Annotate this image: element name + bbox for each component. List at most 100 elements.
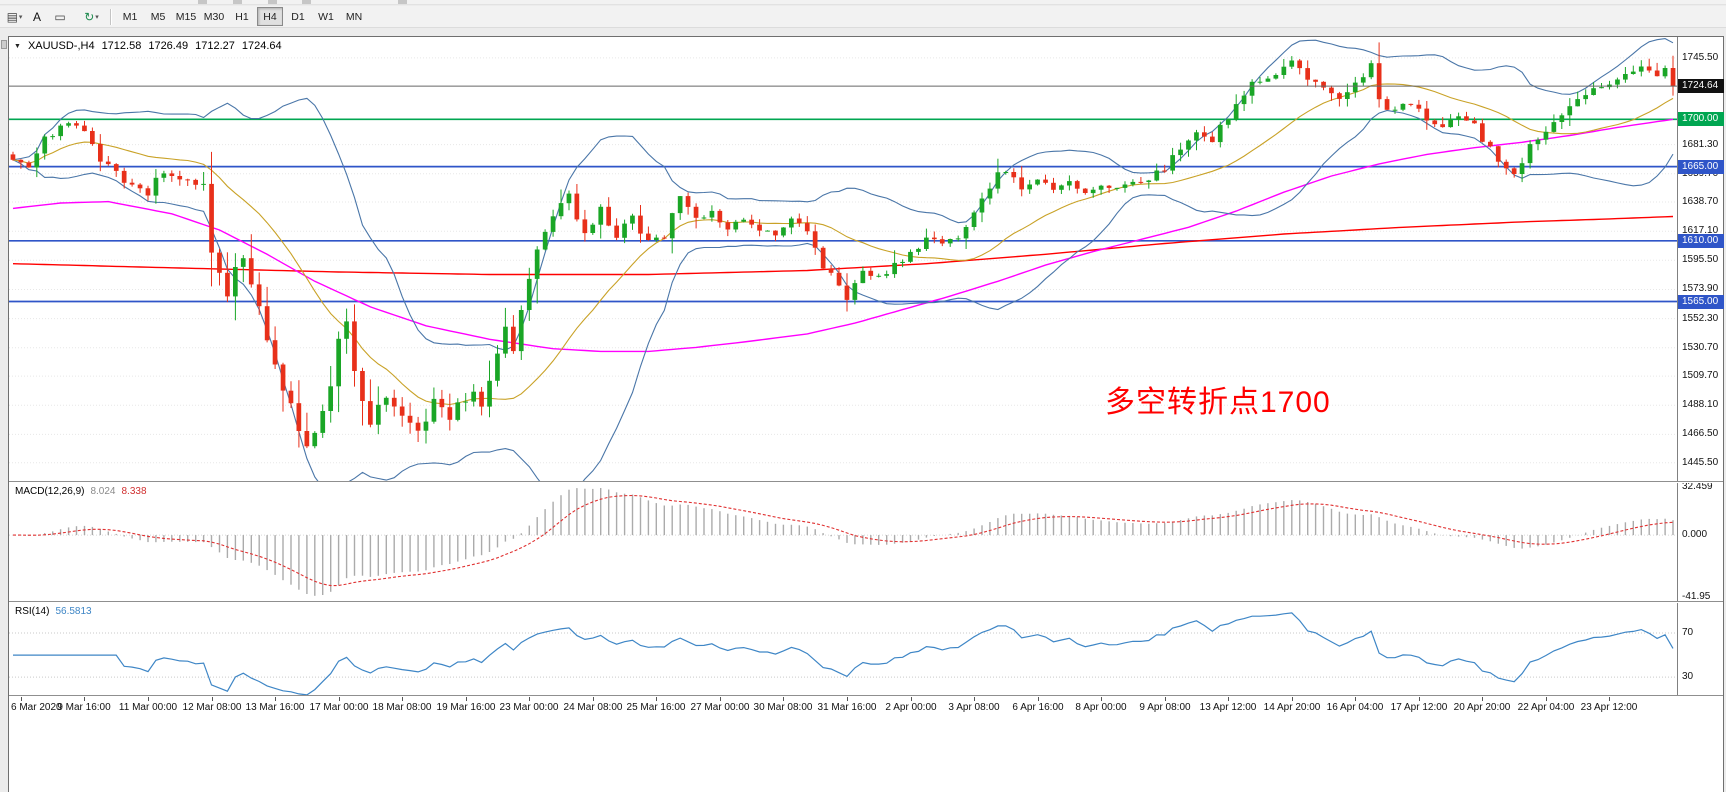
ohlc-high: 1726.49 [148,40,189,52]
time-axis[interactable]: 6 Mar 2020 9 Mar 16:00 11 Mar 00:00 12 Mar … [9,697,1723,717]
time-tick [1292,697,1293,701]
price-axis-label: 1509.70 [1682,370,1719,381]
ohlc-open: 1712.58 [101,40,142,52]
text-box-tool-button[interactable]: ▭ [49,7,72,27]
time-tick [911,697,912,701]
timeframe-button-m5[interactable]: M5 [145,7,171,26]
price-axis-label: 1552.30 [1682,313,1719,324]
time-tick [720,697,721,701]
price-axis[interactable]: 1745.501681.301659.701638.701617.101595.… [1677,37,1724,695]
time-tick [529,697,530,701]
macd-axis-label: 0.000 [1682,529,1708,540]
time-axis-label: 20 Apr 20:00 [1453,702,1511,713]
time-axis-label: 17 Mar 00:00 [309,702,369,713]
timeframe-button-m30[interactable]: M30 [201,7,227,26]
time-axis-label: 27 Mar 00:00 [690,702,750,713]
time-axis-label: 16 Apr 04:00 [1326,702,1384,713]
refresh-template-button[interactable]: ↻ ▾ [80,7,103,27]
chart-title: ▼ XAUUSD-,H4 1712.58 1726.49 1712.27 172… [14,40,282,52]
time-tick [847,697,848,701]
macd-signal-line [13,494,1674,587]
timeframe-button-d1[interactable]: D1 [285,7,311,26]
ma-red-line [12,215,1674,276]
chart-annotation: 多空转折点1700 [1105,386,1331,419]
chart-bottom-border [9,695,1723,697]
time-tick [783,697,784,701]
price-axis-label: 1445.50 [1682,457,1719,468]
timeframe-button-h1[interactable]: H1 [229,7,255,26]
time-axis-label: 3 Apr 08:00 [948,702,1000,713]
rsi-name: RSI(14) [15,606,50,617]
time-axis-label: 13 Apr 12:00 [1199,702,1257,713]
rsi-value: 56.5813 [55,606,92,617]
objects-grid-icon: ▤ [6,9,18,24]
panel-splitter[interactable] [9,481,1723,483]
ma-magenta-line [12,118,1674,353]
macd-axis-label: 32.459 [1682,481,1713,492]
refresh-template-icon: ↻ [84,9,95,24]
time-axis-label: 23 Apr 12:00 [1580,702,1638,713]
time-tick [974,697,975,701]
time-tick [1419,697,1420,701]
chart-menu-icon[interactable]: ▼ [14,42,21,50]
clipped-toolbar-fragment [268,0,277,4]
chevron-down-icon: ▾ [18,13,23,21]
price-axis-label: 1745.50 [1682,52,1719,63]
current-price-tag: 1724.64 [1678,79,1724,93]
timeframe-toolbar: M1 M5 M15 M30 H1 H4 D1 W1 MN [117,7,369,26]
price-axis-label: 1617.10 [1682,225,1719,236]
time-tick [339,697,340,701]
rsi-axis-label: 70 [1682,627,1694,638]
time-axis-label: 6 Mar 2020 [11,702,62,713]
rsi-axis-label: 30 [1682,671,1694,682]
timeframe-button-h4[interactable]: H4 [257,7,283,26]
symbol-period-label: XAUUSD-,H4 [27,40,95,52]
time-axis-label: 11 Mar 00:00 [118,702,178,713]
hline-price-tag: 1610.00 [1678,234,1724,248]
time-tick [466,697,467,701]
time-axis-label: 17 Apr 12:00 [1390,702,1448,713]
rsi-canvas[interactable] [9,603,1677,695]
toolbar: ▤ ▾ A ▭ ↻ ▾ M1 M5 M15 M30 H1 H4 D1 W1 MN [0,6,1726,28]
time-tick [275,697,276,701]
text-box-tool-icon: ▭ [54,9,66,24]
time-tick [593,697,594,701]
macd-label: MACD(12,26,9) 8.024 8.338 [15,486,147,497]
timeframe-button-w1[interactable]: W1 [313,7,339,26]
time-axis-label: 24 Mar 08:00 [563,702,623,713]
time-axis-label: 2 Apr 00:00 [885,702,937,713]
time-axis-label: 12 Mar 08:00 [182,702,242,713]
time-tick [148,697,149,701]
time-tick [1101,697,1102,701]
time-axis-label: 13 Mar 16:00 [245,702,305,713]
chart-objects-menu-icon[interactable]: ▤ ▾ [3,7,26,27]
text-label-tool-button[interactable]: A [26,7,49,27]
panel-splitter[interactable] [9,601,1723,603]
macd-histogram [20,488,1674,596]
chart-window: ▼ XAUUSD-,H4 1712.58 1726.49 1712.27 172… [8,36,1724,792]
timeframe-button-mn[interactable]: MN [341,7,367,26]
timeframe-button-m1[interactable]: M1 [117,7,143,26]
hline-price-tag: 1565.00 [1678,295,1724,309]
time-tick [1165,697,1166,701]
rsi-line [13,612,1674,695]
main-chart-canvas[interactable] [9,37,1677,481]
time-tick [1038,697,1039,701]
rsi-label: RSI(14) 56.5813 [15,606,92,617]
price-axis-label: 1595.50 [1682,254,1719,265]
timeframe-button-m15[interactable]: M15 [173,7,199,26]
hline-price-tag: 1700.00 [1678,112,1724,126]
macd-canvas[interactable] [9,483,1677,601]
time-tick [1482,697,1483,701]
bollinger-upper-band [12,38,1674,351]
chevron-down-icon: ▾ [95,13,99,21]
time-tick [656,697,657,701]
clipped-toolbar-row [0,0,1726,5]
hline-price-tag: 1665.00 [1678,160,1724,174]
time-axis-label: 14 Apr 20:00 [1263,702,1321,713]
time-tick [1609,697,1610,701]
time-axis-label: 18 Mar 08:00 [372,702,432,713]
price-axis-label: 1573.90 [1682,283,1719,294]
macd-name: MACD(12,26,9) [15,486,85,497]
horizontal-lines-layer[interactable] [9,118,1677,303]
